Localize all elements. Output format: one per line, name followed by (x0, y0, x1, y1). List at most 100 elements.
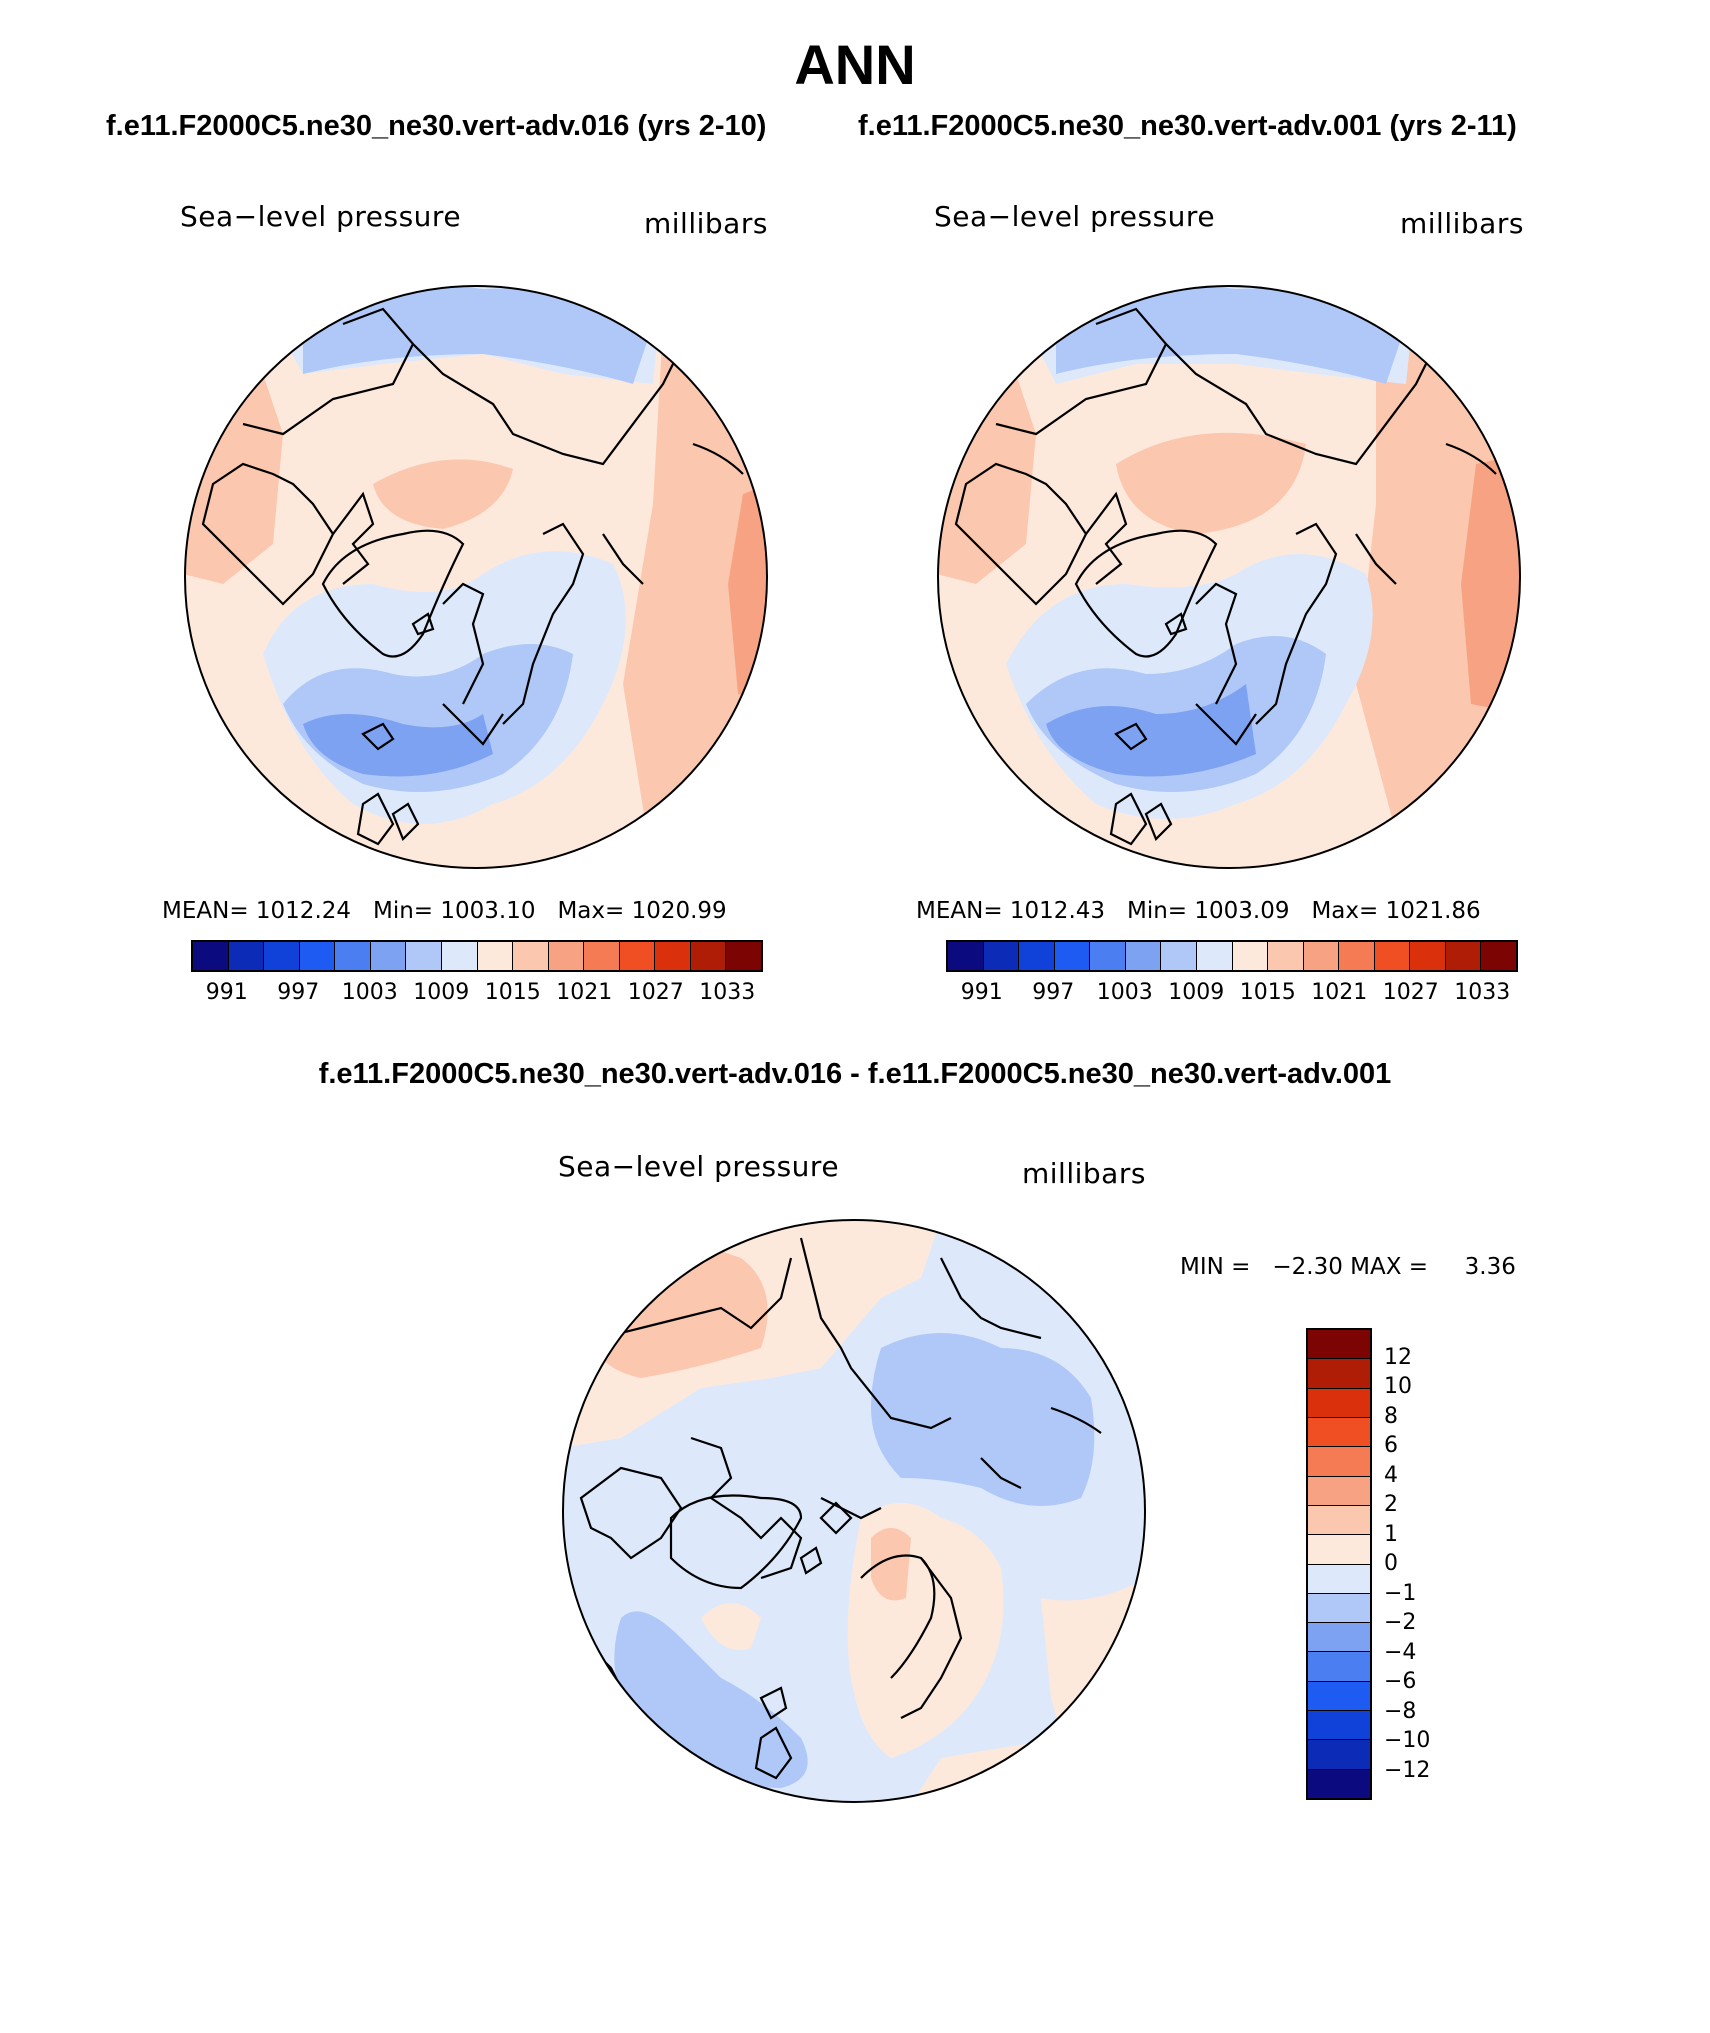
colorbar-right-swatch (1125, 942, 1162, 970)
colorbar-left-swatch (299, 942, 336, 970)
colorbar-difference-swatch (1308, 1359, 1370, 1389)
colorbar-difference-swatch (1308, 1505, 1370, 1536)
colorbar-right-tick-label: 1015 (1239, 980, 1296, 1005)
polar-map-right (937, 285, 1521, 869)
colorbar-left-labels: 991 997 1003 1009 1015 1021 1027 1033 (191, 980, 763, 1010)
polar-map-left (184, 285, 768, 869)
mean-label: MEAN= (162, 898, 249, 924)
stats-left: MEAN= 1012.24 Min= 1003.10 Max= 1020.99 (162, 898, 727, 924)
colorbar-difference-tick-label: 1 (1384, 1521, 1398, 1547)
colorbar-left-tick-label: 997 (277, 980, 320, 1005)
figure-title: ANN (794, 33, 916, 96)
min-value: 1003.10 (440, 898, 536, 924)
diff-max-value: 3.36 (1464, 1254, 1516, 1280)
colorbar-difference-tick-label: 4 (1384, 1462, 1398, 1488)
max-label: Max= (557, 898, 625, 924)
colorbar-right-swatch (1019, 942, 1055, 970)
colorbar-difference-tick-label: 10 (1384, 1374, 1412, 1399)
colorbar-left-tick-label: 1027 (627, 980, 684, 1005)
colorbar-right-tick-label: 1003 (1096, 980, 1153, 1005)
colorbar-left-swatch (228, 942, 265, 970)
colorbar-right-tick-label: 1009 (1168, 980, 1225, 1005)
mean-label: MEAN= (916, 898, 1003, 924)
units-label-right: millibars (1400, 207, 1524, 240)
colorbar-right-swatch (1445, 942, 1482, 970)
colorbar-difference-swatch (1308, 1740, 1370, 1770)
max-value: 1020.99 (631, 898, 727, 924)
variable-label-right: Sea−level pressure (934, 200, 1216, 233)
colorbar-left (191, 940, 763, 972)
colorbar-difference-tick-label: −8 (1384, 1698, 1417, 1724)
diff-max-label: MAX = (1350, 1254, 1429, 1280)
colorbar-right-swatch (1196, 942, 1233, 970)
colorbar-difference-tick-label: 0 (1384, 1551, 1398, 1576)
max-value: 1021.86 (1385, 898, 1481, 924)
mean-value: 1012.43 (1009, 898, 1106, 924)
case-title-left: f.e11.F2000C5.ne30_ne30.vert-adv.016 (yr… (106, 110, 767, 142)
colorbar-right-swatch (1481, 942, 1516, 970)
colorbar-difference-swatch (1308, 1447, 1370, 1477)
colorbar-left-swatch (441, 942, 478, 970)
stats-right: MEAN= 1012.43 Min= 1003.09 Max= 1021.86 (916, 898, 1481, 924)
colorbar-left-swatch (406, 942, 442, 970)
colorbar-difference-swatch (1308, 1330, 1370, 1360)
colorbar-left-swatch (513, 942, 549, 970)
colorbar-difference-swatch (1308, 1476, 1370, 1506)
colorbar-right-tick-label: 997 (1032, 980, 1075, 1005)
colorbar-right-tick-label: 1021 (1311, 980, 1368, 1005)
colorbar-right (946, 940, 1518, 972)
colorbar-difference-swatch (1308, 1388, 1370, 1418)
colorbar-right-labels: 991 997 1003 1009 1015 1021 1027 1033 (946, 980, 1518, 1010)
colorbar-left-tick-label: 1021 (556, 980, 613, 1005)
colorbar-difference (1306, 1328, 1372, 1800)
colorbar-difference-tick-label: −12 (1384, 1757, 1431, 1783)
colorbar-difference-tick-label: 2 (1384, 1492, 1398, 1517)
colorbar-difference-tick-label: −1 (1384, 1580, 1417, 1606)
colorbar-difference-swatch (1308, 1593, 1370, 1624)
colorbar-difference-tick-label: 12 (1384, 1344, 1412, 1370)
colorbar-right-swatch (1374, 942, 1411, 970)
diff-min-value: −2.30 (1272, 1254, 1343, 1280)
colorbar-difference-tick-label: −4 (1384, 1639, 1417, 1665)
polar-map-difference (562, 1219, 1146, 1803)
colorbar-difference-swatch (1308, 1564, 1370, 1594)
colorbar-left-swatch (548, 942, 585, 970)
diff-min-max: MIN = −2.30 MAX = 3.36 (1180, 1254, 1516, 1280)
colorbar-right-swatch (1232, 942, 1269, 970)
difference-title: f.e11.F2000C5.ne30_ne30.vert-adv.016 - f… (318, 1058, 1392, 1090)
colorbar-left-swatch (193, 942, 229, 970)
colorbar-right-tick-label: 1033 (1454, 980, 1511, 1005)
colorbar-right-swatch (1303, 942, 1340, 970)
colorbar-right-swatch (1339, 942, 1375, 970)
colorbar-left-swatch (370, 942, 407, 970)
colorbar-difference-labels: 12 10 8 6 4 2 1 0 −1 −2 −4 −6 −8 −10 −12 (1384, 1328, 1484, 1800)
colorbar-right-tick-label: 1027 (1382, 980, 1439, 1005)
colorbar-right-swatch (1410, 942, 1446, 970)
colorbar-right-swatch (1090, 942, 1126, 970)
colorbar-left-tick-label: 1033 (699, 980, 756, 1005)
colorbar-left-swatch (477, 942, 514, 970)
colorbar-right-swatch (1268, 942, 1304, 970)
colorbar-difference-tick-label: 6 (1384, 1433, 1398, 1458)
colorbar-difference-swatch (1308, 1623, 1370, 1653)
min-label: Min= (372, 898, 434, 924)
colorbar-left-tick-label: 1015 (484, 980, 541, 1005)
units-label-left: millibars (644, 207, 768, 240)
variable-label-left: Sea−level pressure (180, 200, 462, 233)
colorbar-left-swatch (335, 942, 371, 970)
mean-value: 1012.24 (255, 898, 352, 924)
colorbar-right-tick-label: 991 (960, 980, 1003, 1005)
colorbar-left-swatch (619, 942, 656, 970)
colorbar-right-swatch (1161, 942, 1197, 970)
units-label-diff: millibars (1022, 1157, 1146, 1190)
case-title-right: f.e11.F2000C5.ne30_ne30.vert-adv.001 (yr… (858, 110, 1517, 142)
colorbar-right-swatch (983, 942, 1020, 970)
min-label: Min= (1126, 898, 1188, 924)
colorbar-difference-swatch (1308, 1711, 1370, 1741)
colorbar-difference-swatch (1308, 1652, 1370, 1682)
colorbar-left-swatch (655, 942, 691, 970)
colorbar-right-swatch (948, 942, 984, 970)
colorbar-right-swatch (1054, 942, 1091, 970)
colorbar-difference-swatch (1308, 1417, 1370, 1448)
variable-label-diff: Sea−level pressure (558, 1150, 840, 1183)
